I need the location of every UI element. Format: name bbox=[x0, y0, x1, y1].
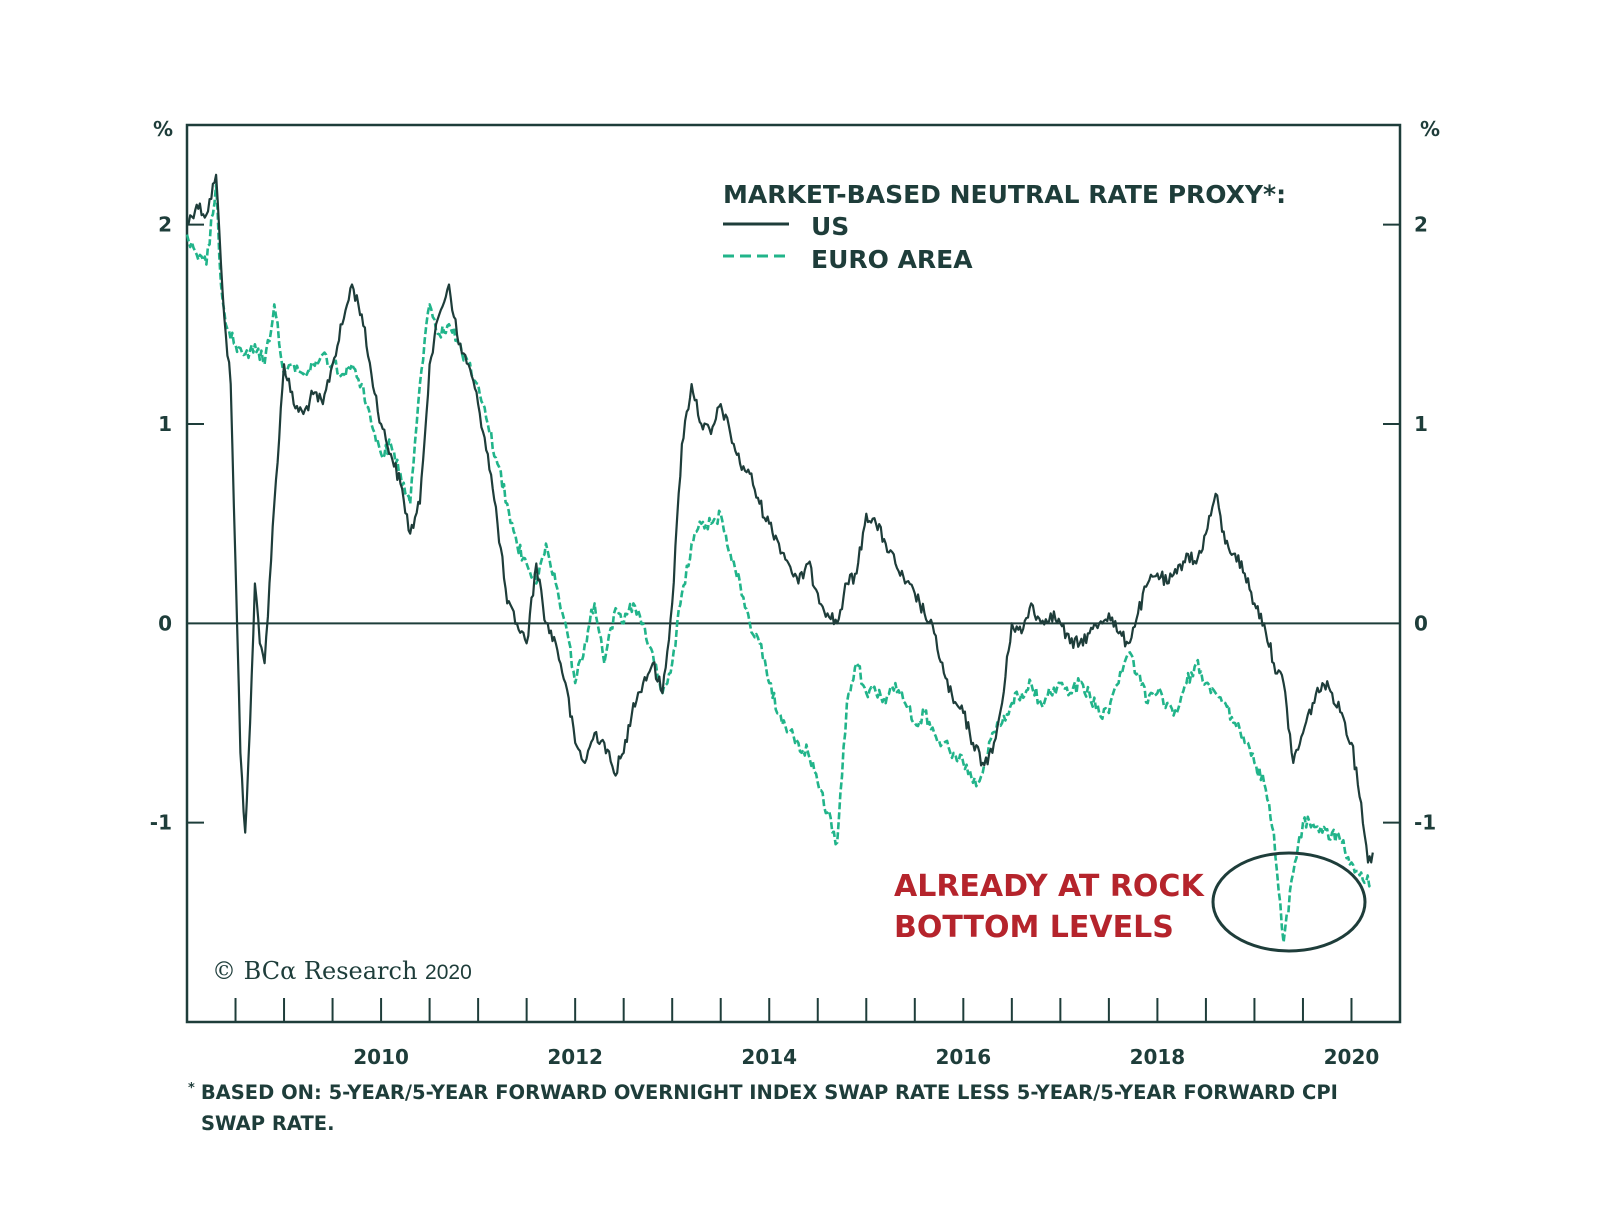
copyright-brand: BCα Research bbox=[244, 957, 418, 985]
legend-label-euro: EURO AREA bbox=[811, 245, 973, 274]
legend-label-us: US bbox=[811, 212, 849, 241]
legend-title: MARKET-BASED NEUTRAL RATE PROXY*: bbox=[723, 180, 1286, 209]
y-tick-label-right: -1 bbox=[1414, 811, 1436, 835]
copyright: © BCα Research 2020 bbox=[212, 957, 472, 985]
x-tick-label: 2012 bbox=[547, 1045, 603, 1069]
y-tick-label-right: 0 bbox=[1414, 611, 1428, 635]
legend: MARKET-BASED NEUTRAL RATE PROXY*: US EUR… bbox=[723, 180, 1286, 274]
y-tick-label-left: -1 bbox=[150, 811, 172, 835]
series-line-us bbox=[186, 173, 1374, 864]
axes-group bbox=[185, 123, 1402, 1024]
tick-group: % % 2 2 1 1 0 0 -1 -1 2010 2012 2014 2016 2018 2020 bbox=[150, 117, 1440, 1069]
y-unit-right: % bbox=[1420, 117, 1440, 141]
y-unit-left: % bbox=[153, 117, 173, 141]
x-tick-label: 2016 bbox=[935, 1045, 991, 1069]
copyright-symbol: © bbox=[212, 957, 236, 985]
footnote-line-1: * BASED ON: 5-YEAR/5-YEAR FORWARD OVERNIG… bbox=[188, 1081, 1338, 1104]
footnote-marker: * bbox=[188, 1081, 195, 1096]
footnote-line-2: SWAP RATE. bbox=[201, 1112, 334, 1135]
plot-frame bbox=[185, 123, 1402, 1024]
y-tick-label-left: 0 bbox=[158, 611, 172, 635]
annotation-line-2: BOTTOM LEVELS bbox=[894, 910, 1174, 945]
annotation-circle bbox=[1211, 851, 1367, 953]
y-tick-label-right: 1 bbox=[1414, 412, 1428, 436]
series-line-euro-area bbox=[185, 183, 1373, 944]
x-tick-label: 2018 bbox=[1130, 1045, 1186, 1069]
y-tick-label-left: 2 bbox=[158, 213, 172, 237]
copyright-year: 2020 bbox=[425, 961, 472, 984]
series-group bbox=[185, 173, 1374, 944]
y-tick-label-left: 1 bbox=[158, 412, 172, 436]
annotation-line-1: ALREADY AT ROCK bbox=[894, 869, 1205, 904]
x-tick-label: 2014 bbox=[741, 1045, 797, 1069]
footnote-text-1: BASED ON: 5-YEAR/5-YEAR FORWARD OVERNIGH… bbox=[201, 1081, 1338, 1104]
y-tick-label-right: 2 bbox=[1414, 213, 1428, 237]
x-tick-label: 2010 bbox=[353, 1045, 409, 1069]
x-tick-label: 2020 bbox=[1324, 1045, 1380, 1069]
